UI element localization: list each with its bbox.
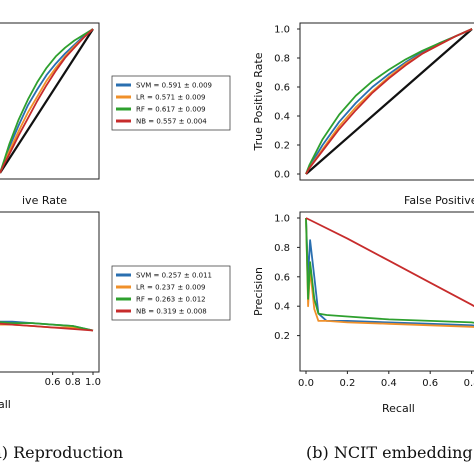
y-tick-label: 0.8 [274, 54, 290, 65]
y-tick-label: 0.4 [274, 112, 290, 123]
x-tick-label: 0.6 [45, 377, 61, 388]
series-rf-line [305, 28, 473, 175]
panel-b-roc: 0.0 0.2 0.4 0.6 0.8 1.0 False Positive Rate Tru… [252, 22, 474, 207]
x-tick-label: 0.6 [422, 378, 438, 389]
x-tick-label: 0.8 [464, 378, 474, 389]
pr-legend-rf: RF = 0.263 ± 0.012 [136, 296, 206, 304]
series-rf-line [305, 217, 474, 324]
plot-frame-b-pr [299, 211, 474, 372]
series-nb-line [0, 322, 94, 332]
y-tick-label: 0.2 [274, 331, 290, 342]
panel-a-roc: ive Rate [0, 22, 100, 207]
y-tick-label: 0.8 [274, 243, 290, 254]
series-nb-line [305, 217, 474, 308]
roc-legend-box [111, 75, 231, 131]
x-axis-label: ive Rate [22, 194, 67, 207]
roc-legend-rf: RF = 0.617 ± 0.009 [136, 106, 206, 114]
panel-b-pr: 0.0 0.2 0.4 0.6 0.8 0.2 0.4 0.6 0.8 1.0 Recall Prec… [252, 211, 474, 415]
plot-frame-a-roc [0, 22, 100, 180]
y-tick-label: 0.6 [274, 83, 290, 94]
y-axis-label: Precision [252, 267, 265, 316]
plot-panels: ive Rate 0.6 0.8 1.0 all 0.0 0.2 0.4 0.6 0.8 1.0 Fa… [0, 22, 474, 415]
series-lr-line [305, 217, 474, 328]
roc-legend-nb: NB = 0.557 ± 0.004 [136, 118, 207, 126]
roc-legend-lr: LR = 0.571 ± 0.009 [136, 94, 205, 102]
pr-legend-lr: LR = 0.237 ± 0.009 [136, 284, 205, 292]
roc-legend-svm: SVM = 0.591 ± 0.009 [136, 82, 212, 90]
roc-legend: SVM = 0.591 ± 0.009 LR = 0.571 ± 0.009 R… [111, 75, 231, 131]
y-tick-label: 0.2 [274, 141, 290, 152]
y-tick-label: 0.4 [274, 302, 290, 313]
series-rf-line [0, 321, 94, 332]
y-axis-label: True Positive Rate [252, 52, 265, 151]
x-tick-label: 1.0 [85, 377, 101, 388]
x-axis-label: Recall [382, 402, 415, 415]
y-tick-label: 0.0 [274, 170, 290, 181]
plot-frame-b-roc [299, 22, 474, 181]
plot-frame-a-pr [0, 211, 100, 373]
pr-legend-svm: SVM = 0.257 ± 0.011 [136, 272, 212, 280]
pr-legend-box [111, 265, 231, 321]
series-svm-line [305, 217, 474, 327]
x-tick-label: 0.0 [298, 378, 314, 389]
x-tick-label: 0.2 [339, 378, 355, 389]
x-tick-label: 0.8 [65, 377, 81, 388]
y-tick-label: 1.0 [274, 214, 290, 225]
series-rf-line [0, 28, 94, 174]
x-axis-label: False Positive Rate [404, 194, 474, 207]
series-nb-line [305, 28, 473, 175]
chance-diagonal [305, 28, 473, 175]
y-tick-label: 0.6 [274, 272, 290, 283]
pr-legend-nb: NB = 0.319 ± 0.008 [136, 308, 207, 316]
x-tick-label: 0.4 [381, 378, 397, 389]
series-nb-line [0, 28, 94, 174]
chance-diagonal [0, 28, 94, 174]
caption-right: (b) NCIT embedding [306, 443, 473, 462]
x-axis-label: all [0, 398, 11, 411]
y-tick-label: 1.0 [274, 25, 290, 36]
panel-a-pr: 0.6 0.8 1.0 all [0, 211, 101, 411]
pr-legend: SVM = 0.257 ± 0.011 LR = 0.237 ± 0.009 R… [111, 265, 231, 321]
caption-left: (a) Reproduction [0, 443, 123, 462]
